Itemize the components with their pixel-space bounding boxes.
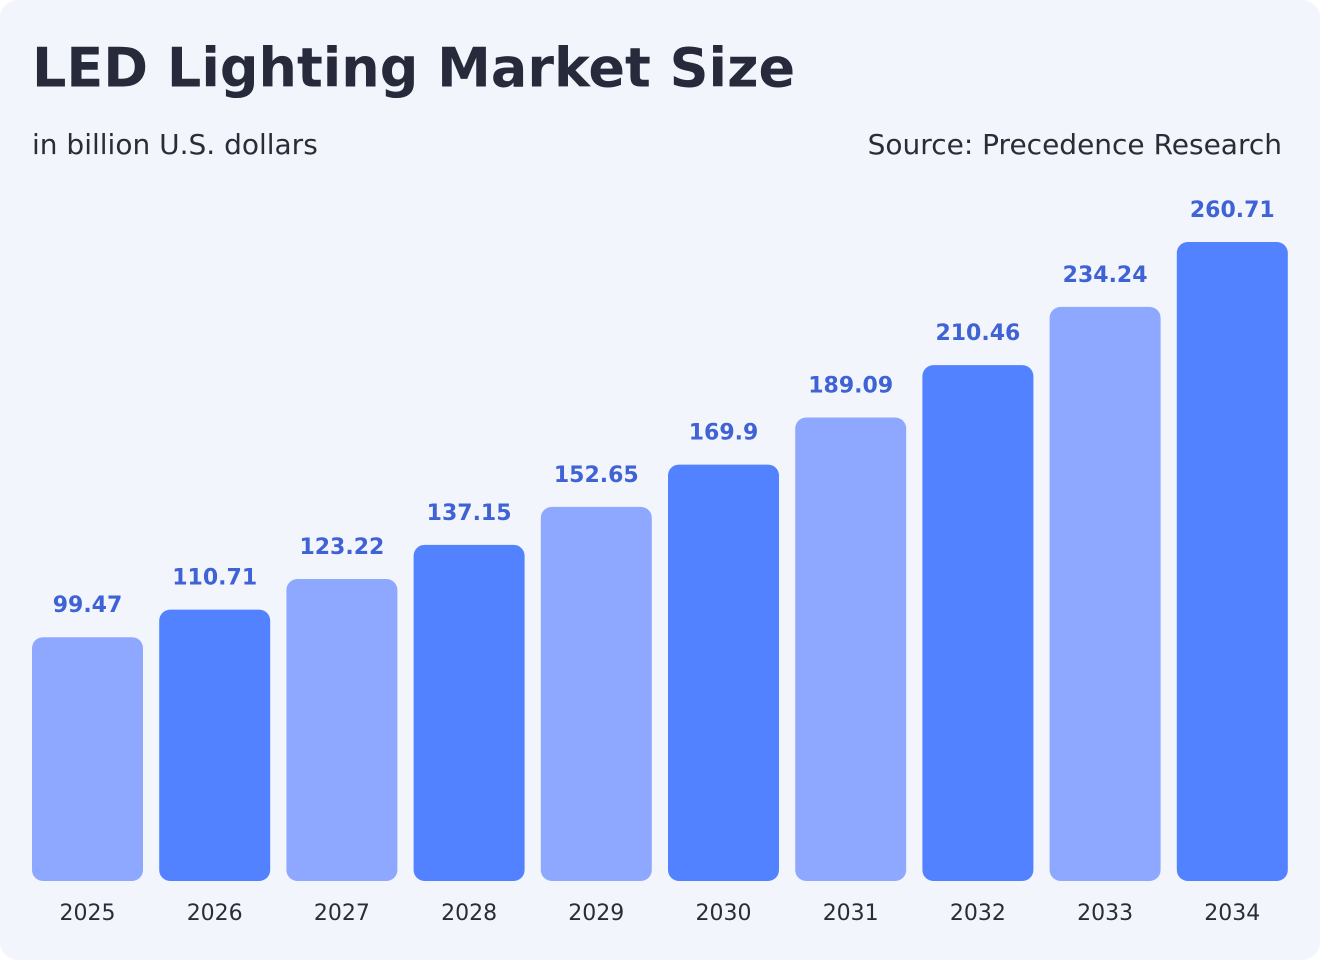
value-label: 152.65: [554, 463, 639, 488]
value-label: 123.22: [299, 535, 384, 560]
bar: [413, 544, 525, 881]
bar: [32, 637, 143, 881]
bar: [795, 417, 907, 881]
x-tick-label: 2029: [568, 901, 624, 926]
x-tick-label: 2033: [1077, 901, 1133, 926]
x-tick-label: 2027: [314, 901, 370, 926]
value-label: 189.09: [808, 374, 893, 399]
x-tick-label: 2030: [696, 901, 752, 926]
x-tick-label: 2032: [950, 901, 1006, 926]
x-tick-label: 2031: [823, 901, 879, 926]
chart-source: Source: Precedence Research: [868, 128, 1282, 161]
x-tick-label: 2034: [1204, 901, 1260, 926]
value-label: 169.9: [689, 421, 759, 446]
chart-subtitle: in billion U.S. dollars: [32, 128, 318, 161]
value-label: 234.24: [1063, 263, 1148, 288]
bar: [922, 365, 1034, 881]
bar: [286, 578, 398, 881]
bar: [668, 464, 779, 881]
bar: [1049, 306, 1161, 882]
bar: [159, 609, 271, 881]
value-label: 210.46: [935, 321, 1020, 346]
value-label: 137.15: [427, 501, 512, 526]
x-tick-label: 2028: [441, 901, 497, 926]
chart-title: LED Lighting Market Size: [32, 37, 795, 100]
value-label: 110.71: [172, 566, 257, 591]
value-label: 99.47: [53, 593, 123, 618]
bar: [540, 506, 652, 881]
x-tick-label: 2025: [60, 901, 116, 926]
bar: [1176, 242, 1288, 881]
value-label: 260.71: [1190, 198, 1275, 223]
x-tick-label: 2026: [187, 901, 243, 926]
